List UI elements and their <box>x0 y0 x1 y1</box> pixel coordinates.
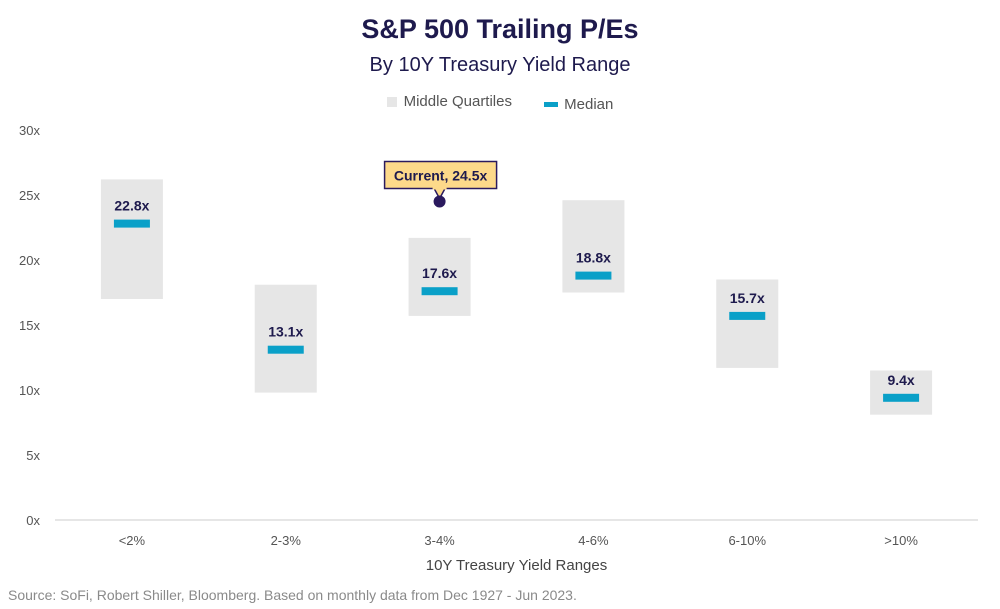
x-axis-title: 10Y Treasury Yield Ranges <box>426 557 608 574</box>
median-marker <box>113 219 150 228</box>
quartile-box <box>254 284 317 393</box>
legend-swatch-median <box>544 101 559 107</box>
y-tick-label: 25x <box>19 188 40 203</box>
legend-label-quartiles: Middle Quartiles <box>403 93 512 110</box>
x-tick-label: 3-4% <box>424 533 455 548</box>
y-tick-label: 0x <box>26 513 40 528</box>
x-tick-label: 2-3% <box>271 533 302 548</box>
legend: Middle Quartiles Median <box>0 93 1000 113</box>
legend-label-median: Median <box>564 95 614 113</box>
median-marker <box>267 345 304 354</box>
median-marker <box>575 271 612 280</box>
x-tick-label: <2% <box>119 533 146 548</box>
median-marker <box>421 287 458 296</box>
y-tick-label: 5x <box>26 448 40 463</box>
quartile-box <box>870 370 933 415</box>
chart-title: S&P 500 Trailing P/Es <box>361 14 639 44</box>
chart-subtitle: By 10Y Treasury Yield Range <box>369 54 631 76</box>
y-tick-label: 30x <box>19 123 40 138</box>
current-callout-box <box>383 160 498 190</box>
y-tick-label: 10x <box>19 383 40 398</box>
source-note: Source: SoFi, Robert Shiller, Bloomberg.… <box>8 587 577 603</box>
y-tick-label: 20x <box>19 253 40 268</box>
legend-swatch-quartiles <box>386 96 397 107</box>
x-tick-label: >10% <box>884 533 918 548</box>
median-data-label: 17.6x <box>422 265 457 281</box>
median-marker <box>883 393 920 402</box>
legend-item-quartiles: Middle Quartiles <box>386 93 512 110</box>
quartile-box <box>716 279 779 368</box>
median-marker <box>729 311 766 320</box>
current-callout-label: Current, 24.5x <box>394 168 488 184</box>
x-tick-label: 4-6% <box>578 533 609 548</box>
legend-item-median: Median <box>544 96 613 113</box>
median-data-label: 18.8x <box>576 250 611 266</box>
current-callout-pointer-mask <box>432 185 447 190</box>
median-data-label: 22.8x <box>114 198 149 214</box>
current-value-dot <box>433 195 446 208</box>
median-data-label: 9.4x <box>887 372 914 388</box>
quartile-box <box>100 179 163 299</box>
quartile-box <box>408 237 471 316</box>
median-data-label: 13.1x <box>268 324 303 340</box>
median-data-label: 15.7x <box>730 290 765 306</box>
y-tick-label: 15x <box>19 318 40 333</box>
x-tick-label: 6-10% <box>728 533 766 548</box>
